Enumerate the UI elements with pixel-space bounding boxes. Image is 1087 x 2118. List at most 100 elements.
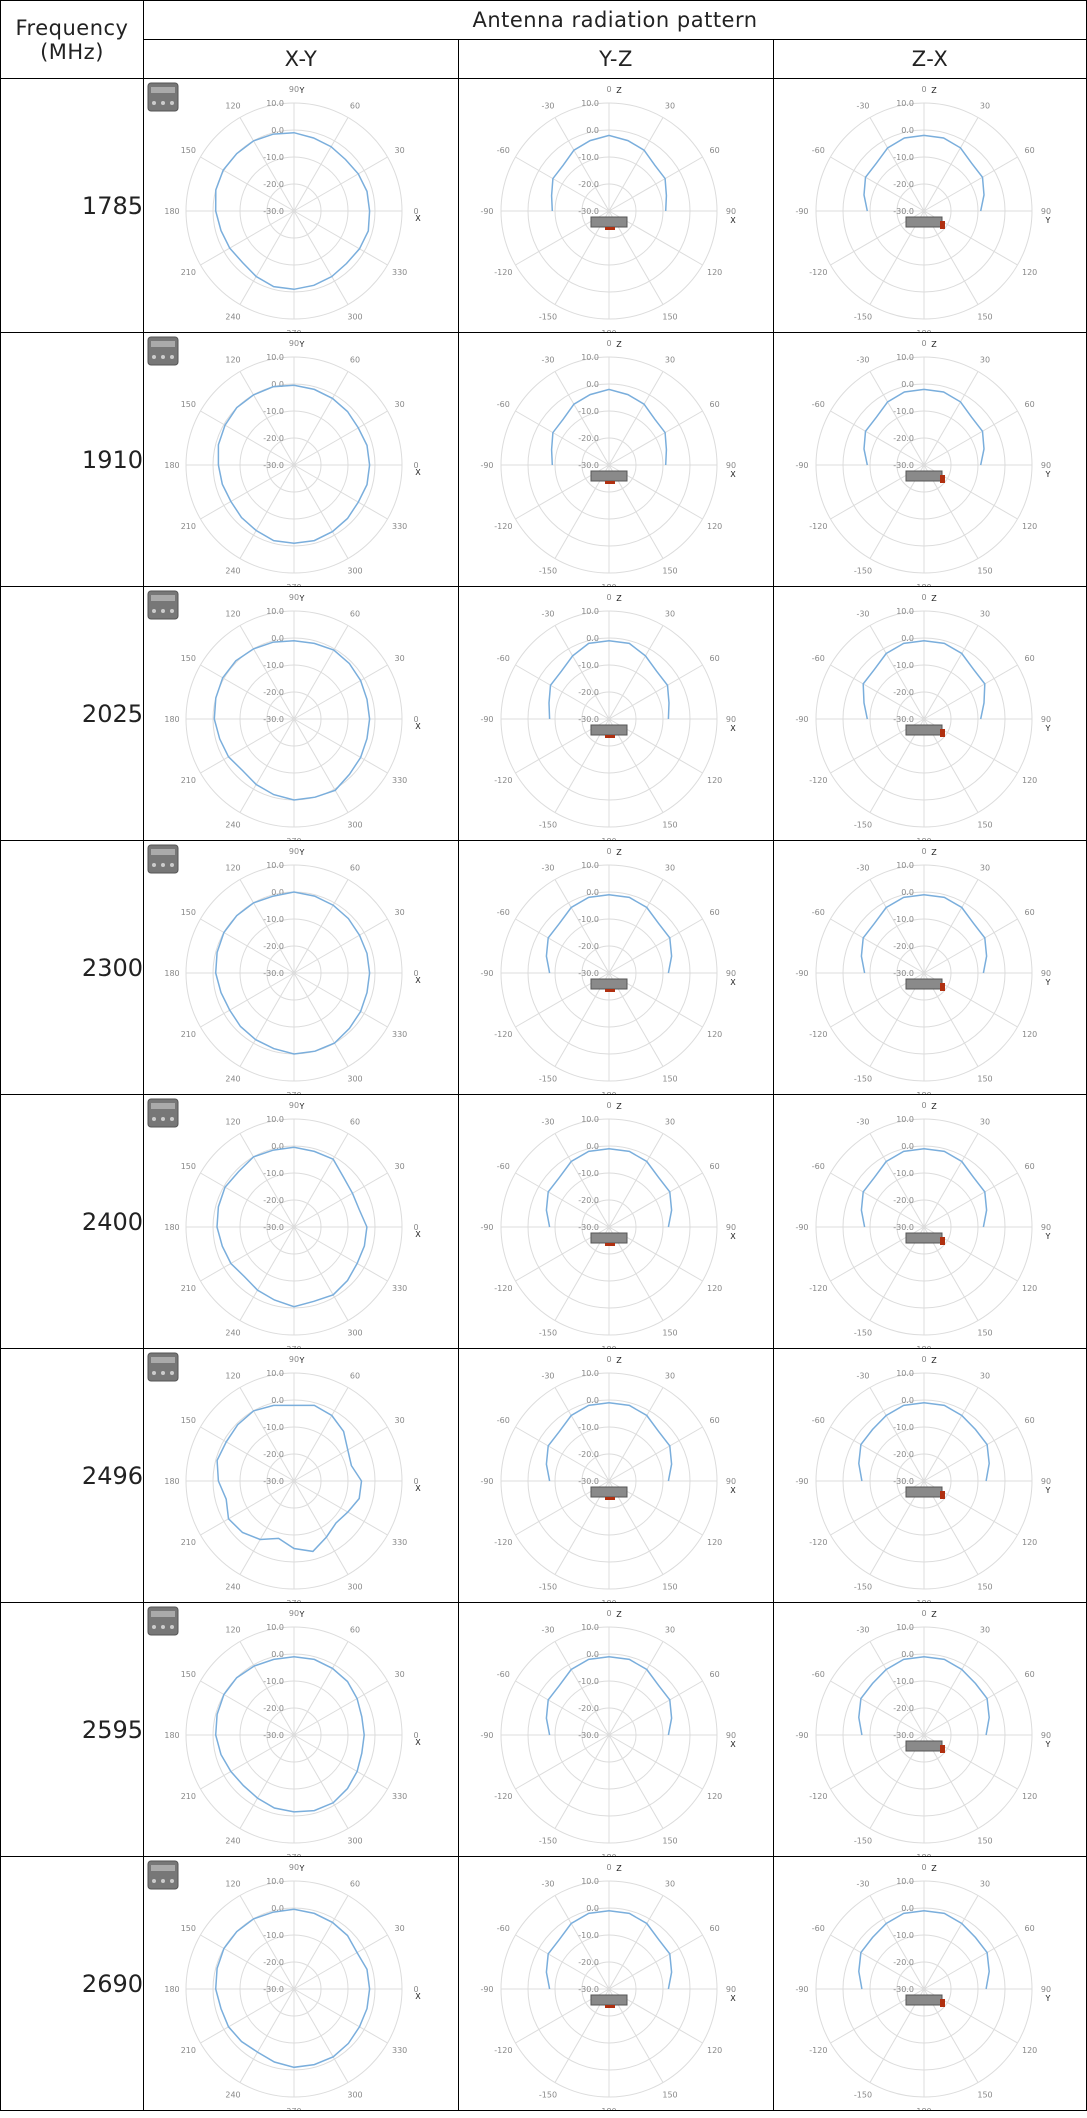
- polar-plot-xy: 10.0 0.0 -10.0 -20.0 -30.0 0 30 60 90 120 150 180 21…: [147, 82, 421, 332]
- device-thumbnail: [147, 336, 179, 366]
- grid-spoke: [608, 1934, 703, 1990]
- axis-label-x: X: [415, 976, 421, 985]
- device-thumbnail: [147, 1606, 179, 1636]
- grid-spoke: [293, 1480, 349, 1575]
- angle-label: 330: [392, 268, 407, 277]
- radial-tick-label: -10.0: [893, 1423, 914, 1432]
- angle-label: 90: [1041, 207, 1051, 216]
- angle-label: 150: [662, 1837, 677, 1846]
- plot-cell-zx: 10.0 0.0 -10.0 -20.0 -30.0 0 30 60 90 120 150 180 -1…: [772, 1856, 1087, 2111]
- angle-label: 60: [350, 1879, 360, 1888]
- radial-tick-label: 10.0: [266, 1623, 284, 1632]
- plot-cell-xy: 10.0 0.0 -10.0 -20.0 -30.0 0 30 60 90 120 150 180 21…: [143, 1348, 459, 1603]
- polar-plot-xy: 10.0 0.0 -10.0 -20.0 -30.0 0 30 60 90 120 150 180 21…: [147, 1352, 421, 1602]
- grid-spoke: [608, 1133, 664, 1228]
- angle-label: 240: [225, 1329, 240, 1338]
- grid-spoke: [923, 410, 1018, 466]
- angle-label: 240: [225, 2091, 240, 2100]
- angle-label: 0: [413, 715, 418, 724]
- pattern-trace: [216, 1404, 363, 1553]
- device-top: [151, 341, 175, 347]
- polar-plot-xy: 10.0 0.0 -10.0 -20.0 -30.0 0 30 60 90 120 150 180 21…: [147, 1860, 421, 2110]
- radial-tick-label: 10.0: [581, 861, 599, 870]
- angle-label: -60: [812, 654, 825, 663]
- radial-tick-label: -10.0: [578, 153, 599, 162]
- plot-cell-xy: 10.0 0.0 -10.0 -20.0 -30.0 0 30 60 90 120 150 180 21…: [143, 1602, 459, 1857]
- radial-tick-label: -30.0: [893, 1477, 914, 1486]
- axis-label-y: Y: [299, 1356, 305, 1365]
- axis-label-z: Z: [931, 1102, 937, 1111]
- radial-tick-label: -30.0: [578, 1477, 599, 1486]
- angle-label: 90: [726, 1731, 736, 1740]
- polar-plot-xy: 10.0 0.0 -10.0 -20.0 -30.0 0 30 60 90 120 150 180 21…: [147, 1606, 421, 1856]
- grid-spoke: [239, 117, 295, 212]
- radial-tick-label: 0.0: [586, 126, 599, 135]
- grid-spoke: [293, 410, 388, 466]
- angle-label: -150: [854, 821, 872, 830]
- axis-label-h: X: [730, 216, 736, 225]
- polar-plot-yz: 10.0 0.0 -10.0 -20.0 -30.0 0 30 60 90 120 150 180 -1…: [480, 1101, 736, 1348]
- angle-label: 150: [181, 1416, 196, 1425]
- angle-label: 180: [601, 1599, 616, 1602]
- plot-cell-yz: 10.0 0.0 -10.0 -20.0 -30.0 0 30 60 90 120 150 180 -1…: [458, 1602, 774, 1857]
- radial-tick-label: -20.0: [893, 942, 914, 951]
- angle-label: 60: [710, 654, 720, 663]
- grid-spoke: [830, 156, 925, 212]
- feed-point: [940, 1237, 945, 1245]
- angle-label: -90: [795, 715, 808, 724]
- axis-label-x: X: [415, 468, 421, 477]
- angle-label: 90: [1041, 1731, 1051, 1740]
- grid-spoke: [923, 1895, 979, 1990]
- angle-label: -60: [812, 1924, 825, 1933]
- angle-label: 270: [286, 329, 301, 332]
- angle-label: 30: [665, 1625, 675, 1634]
- grid-spoke: [869, 1641, 925, 1736]
- axis-label-h: Y: [1045, 978, 1051, 987]
- angle-label: 60: [350, 1625, 360, 1634]
- pattern-trace: [550, 134, 668, 212]
- radial-tick-label: 0.0: [586, 380, 599, 389]
- axis-label-z: Z: [616, 848, 622, 857]
- angle-label: 150: [977, 567, 992, 576]
- grid-spoke: [554, 879, 610, 974]
- grid-spoke: [293, 625, 349, 720]
- grid-spoke: [608, 1387, 664, 1482]
- grid-spoke: [515, 156, 610, 212]
- device-top: [151, 1611, 175, 1617]
- grid-spoke: [293, 664, 388, 720]
- angle-label: 30: [395, 1670, 405, 1679]
- angle-label: 150: [977, 313, 992, 322]
- angle-label: 90: [1041, 1223, 1051, 1232]
- angle-label: 180: [916, 1091, 931, 1094]
- device-port: [161, 101, 165, 105]
- polar-plot-zx: 10.0 0.0 -10.0 -20.0 -30.0 0 30 60 90 120 150 180 -1…: [795, 593, 1051, 840]
- pattern-trace: [545, 1655, 673, 1736]
- grid-spoke: [293, 1988, 349, 2083]
- angle-label: 270: [286, 837, 301, 840]
- radial-tick-label: -20.0: [578, 434, 599, 443]
- frequency-value: 2300: [0, 840, 144, 1095]
- grid-spoke: [293, 1426, 388, 1482]
- radial-tick-label: -10.0: [578, 1931, 599, 1940]
- angle-label: -150: [539, 313, 557, 322]
- angle-label: -150: [539, 1837, 557, 1846]
- angle-label: 330: [392, 2046, 407, 2055]
- angle-label: 330: [392, 776, 407, 785]
- radial-tick-label: -10.0: [263, 407, 284, 416]
- angle-label: -60: [497, 1416, 510, 1425]
- grid-spoke: [923, 1641, 979, 1736]
- grid-spoke: [239, 1480, 295, 1575]
- plot-cell-zx: 10.0 0.0 -10.0 -20.0 -30.0 0 30 60 90 120 150 180 -1…: [772, 78, 1087, 333]
- angle-label: 150: [662, 1329, 677, 1338]
- angle-label: 120: [707, 1792, 722, 1801]
- device-port: [152, 101, 156, 105]
- radial-tick-label: -10.0: [578, 1169, 599, 1178]
- angle-label: 0: [413, 1223, 418, 1232]
- angle-label: 120: [225, 1371, 240, 1380]
- grid-spoke: [293, 1226, 349, 1321]
- device-port: [170, 101, 174, 105]
- pattern-trace: [545, 1147, 673, 1228]
- pattern-trace: [858, 1909, 990, 1990]
- radial-tick-label: -10.0: [263, 1423, 284, 1432]
- grid-spoke: [830, 1426, 925, 1482]
